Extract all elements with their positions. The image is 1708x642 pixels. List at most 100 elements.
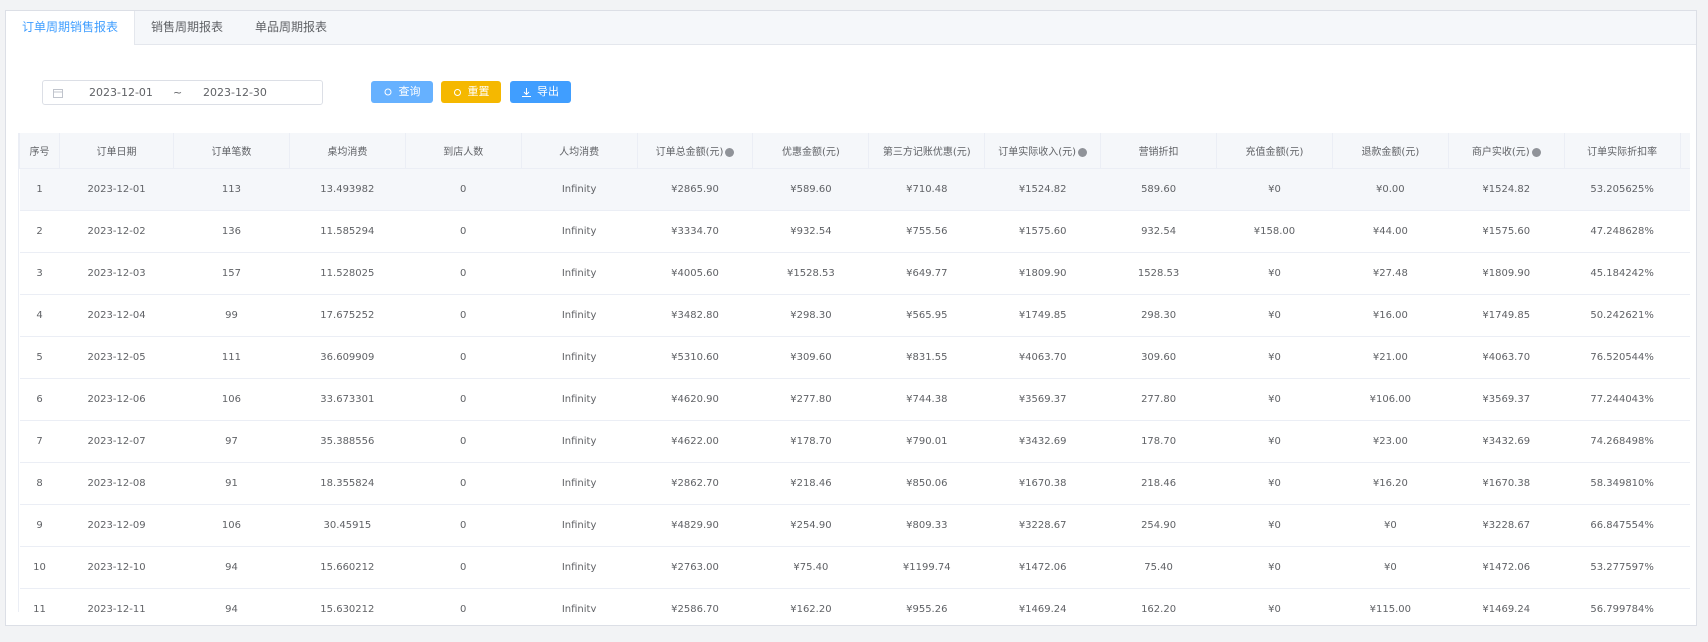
info-icon[interactable] bbox=[1531, 147, 1541, 157]
table-cell: 18.355824 bbox=[289, 462, 406, 505]
table-cell: ¥1809.90 bbox=[1448, 252, 1565, 295]
table-cell: Infinity bbox=[521, 462, 638, 505]
table-row: 6 2023-12-06 106 33.673301 0 Infinity ¥4620.90… bbox=[19, 378, 1690, 421]
range-separator: ~ bbox=[173, 86, 183, 99]
reset-button[interactable]: 重置 bbox=[441, 81, 501, 103]
button-label: 导出 bbox=[537, 85, 559, 98]
table-cell: 2023-12-06 bbox=[59, 378, 174, 421]
table-cell: 15.660212 bbox=[289, 546, 406, 589]
table-cell: 94 bbox=[173, 588, 290, 612]
table-cell: ¥0 bbox=[1216, 336, 1333, 379]
header-text: 第三方记账优惠(元) bbox=[882, 147, 971, 158]
tab[interactable]: 销售周期报表 bbox=[151, 20, 224, 34]
detail-link[interactable]: 明细 bbox=[1680, 336, 1690, 379]
table-cell: 6 bbox=[19, 378, 60, 421]
table-cell: ¥158.00 bbox=[1216, 210, 1333, 253]
table-row: 9 2023-12-09 106 30.45915 0 Infinity ¥4829.90 ¥… bbox=[19, 504, 1690, 547]
table-cell: Infinity bbox=[521, 504, 638, 547]
detail-link[interactable]: 明细 bbox=[1680, 168, 1690, 211]
tab[interactable]: 订单周期销售报表 bbox=[6, 11, 136, 45]
header-text: 订单实际收入(元) bbox=[998, 147, 1077, 158]
table-cell: 0 bbox=[405, 378, 522, 421]
detail-link[interactable]: 明细 bbox=[1680, 504, 1690, 547]
header-text: 人均消费 bbox=[559, 147, 600, 158]
table-cell: ¥4622.00 bbox=[637, 420, 753, 463]
table-cell: Infinity bbox=[521, 378, 638, 421]
button-label: 重置 bbox=[467, 85, 490, 98]
column-header: 桌均消费 bbox=[288, 133, 406, 169]
table-cell: ¥744.38 bbox=[868, 378, 985, 421]
column-header: 退款金额(元) bbox=[1331, 133, 1449, 169]
table-cell: ¥16.00 bbox=[1332, 294, 1449, 337]
table-cell: 2023-12-09 bbox=[59, 504, 174, 547]
detail-link[interactable]: 明细 bbox=[1680, 252, 1690, 295]
detail-link[interactable]: 明细 bbox=[1680, 294, 1690, 337]
end-date[interactable]: 2023-12-30 bbox=[203, 86, 267, 99]
header-text: 营销折扣 bbox=[1138, 147, 1179, 158]
table-cell: ¥565.95 bbox=[868, 294, 985, 337]
table-row: 2 2023-12-02 136 11.585294 0 Infinity ¥3334.70… bbox=[19, 210, 1690, 253]
table-cell: 10 bbox=[19, 546, 60, 589]
table-container: 序号 订单日期 订单笔数 桌均消费 到店人数 人均消费 订单总金额(元) 优惠金额(元) 第三方… bbox=[18, 133, 1690, 612]
table-cell: 36.609909 bbox=[289, 336, 406, 379]
table-cell: ¥3569.37 bbox=[1448, 378, 1565, 421]
table-cell: 136 bbox=[173, 210, 290, 253]
table-cell: Infinity bbox=[521, 336, 638, 379]
table-cell: Infinity bbox=[521, 252, 638, 295]
table-cell: 932.54 bbox=[1100, 210, 1217, 253]
table-cell: 2023-12-07 bbox=[59, 420, 174, 463]
table-cell: ¥1469.24 bbox=[1448, 588, 1565, 612]
table-cell: ¥1575.60 bbox=[1448, 210, 1565, 253]
table-cell: 75.40 bbox=[1100, 546, 1217, 589]
table-cell: ¥0 bbox=[1216, 294, 1333, 337]
table-cell: 0 bbox=[405, 504, 522, 547]
table-cell: 106 bbox=[173, 378, 290, 421]
table-row: 10 2023-12-10 94 15.660212 0 Infinity ¥2763.00… bbox=[19, 546, 1690, 589]
table-cell: ¥3228.67 bbox=[984, 504, 1101, 547]
table-cell: 2023-12-11 bbox=[59, 588, 174, 612]
export-button[interactable]: 导出 bbox=[510, 81, 571, 103]
table-cell: 76.520544% bbox=[1564, 336, 1681, 379]
table-cell: 50.242621% bbox=[1564, 294, 1681, 337]
table-cell: ¥0 bbox=[1216, 546, 1333, 589]
date-range-picker[interactable]: 2023-12-01 ~ 2023-12-30 bbox=[42, 80, 323, 105]
table-cell: 2023-12-05 bbox=[59, 336, 174, 379]
column-header: 订单实际折扣率 bbox=[1563, 133, 1681, 169]
table-cell: 0 bbox=[405, 462, 522, 505]
table-cell: 0 bbox=[405, 294, 522, 337]
table-cell: ¥3228.67 bbox=[1448, 504, 1565, 547]
header-text: 到店人数 bbox=[443, 147, 484, 158]
detail-link[interactable]: 明细 bbox=[1680, 588, 1690, 612]
detail-link[interactable]: 明细 bbox=[1680, 420, 1690, 463]
table-cell: ¥589.60 bbox=[752, 168, 869, 211]
table-cell: ¥2865.90 bbox=[637, 168, 753, 211]
detail-link[interactable]: 明细 bbox=[1680, 462, 1690, 505]
table-cell: 35.388556 bbox=[289, 420, 406, 463]
query-button[interactable]: 查询 bbox=[371, 81, 433, 103]
table-cell: 2023-12-10 bbox=[59, 546, 174, 589]
table-cell: Infinity bbox=[521, 294, 638, 337]
table-cell: 309.60 bbox=[1100, 336, 1217, 379]
info-icon[interactable] bbox=[725, 147, 735, 157]
column-header: 订单日期 bbox=[59, 133, 174, 169]
table-row: 1 2023-12-01 113 13.493982 0 Infinity ¥2865.90… bbox=[19, 168, 1690, 211]
table-cell: ¥1472.06 bbox=[984, 546, 1101, 589]
detail-link[interactable]: 明细 bbox=[1680, 378, 1690, 421]
detail-link[interactable]: 明细 bbox=[1680, 546, 1690, 589]
detail-link[interactable]: 明细 bbox=[1680, 210, 1690, 253]
start-date[interactable]: 2023-12-01 bbox=[89, 86, 153, 99]
report-table: 序号 订单日期 订单笔数 桌均消费 到店人数 人均消费 订单总金额(元) 优惠金额(元) 第三方… bbox=[19, 133, 1690, 612]
tab[interactable]: 单品周期报表 bbox=[255, 20, 328, 34]
table-cell: ¥0 bbox=[1332, 546, 1449, 589]
table-cell: ¥178.70 bbox=[752, 420, 869, 463]
table-cell: 157 bbox=[173, 252, 290, 295]
button-label: 查询 bbox=[398, 85, 421, 98]
column-header: 商户实收(元) bbox=[1447, 133, 1565, 169]
column-header: 第三方记账优惠(元) bbox=[868, 133, 986, 169]
table-cell: ¥3432.69 bbox=[984, 420, 1101, 463]
info-icon[interactable] bbox=[1078, 147, 1088, 157]
table-cell: ¥44.00 bbox=[1332, 210, 1449, 253]
table-cell: ¥2763.00 bbox=[637, 546, 753, 589]
table-cell: ¥0 bbox=[1216, 420, 1333, 463]
table-cell: ¥1199.74 bbox=[868, 546, 985, 589]
